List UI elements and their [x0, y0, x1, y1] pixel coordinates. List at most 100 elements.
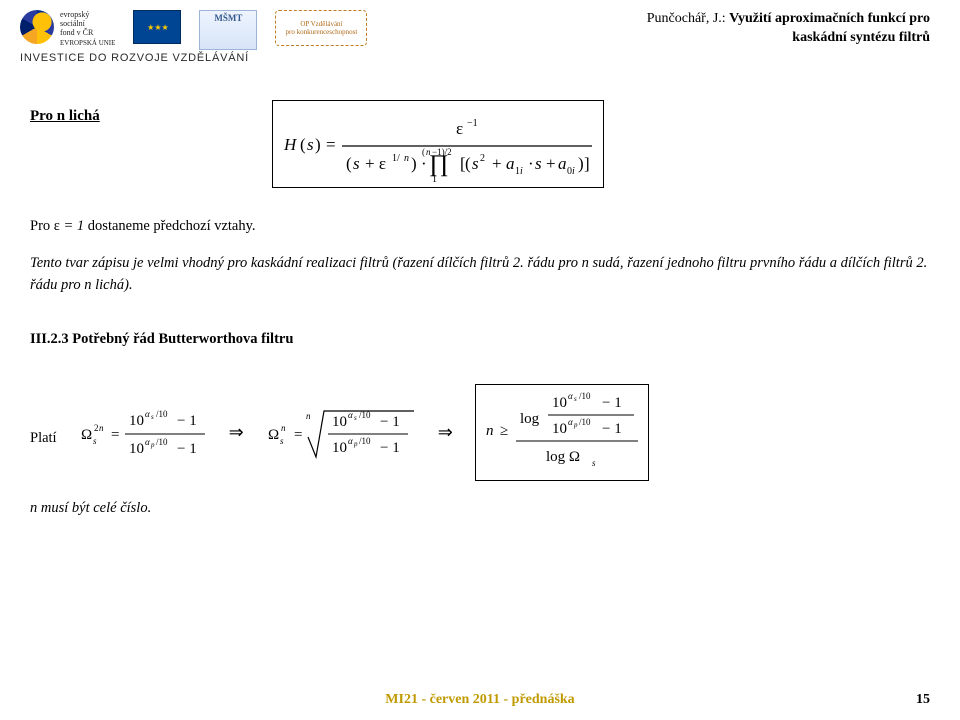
svg-text:/10: /10 — [579, 391, 591, 401]
svg-text:1: 1 — [432, 174, 437, 185]
svg-text:s: s — [151, 413, 154, 421]
header-title-1: Využití aproximačních funkcí pro — [729, 11, 930, 26]
svg-text:p: p — [353, 440, 358, 448]
svg-text:− 1: − 1 — [177, 413, 197, 429]
svg-text:+ ε: + ε — [365, 154, 386, 173]
svg-text:(: ( — [300, 135, 306, 154]
svg-text:s: s — [307, 135, 314, 154]
svg-text:−1: −1 — [467, 118, 478, 129]
svg-text:/10: /10 — [579, 417, 591, 427]
svg-text:s: s — [93, 436, 97, 446]
svg-text:p: p — [573, 421, 578, 429]
subsection-heading: III.2.3 Potřebný řád Butterworthova filt… — [30, 328, 930, 350]
footer-page-number: 15 — [916, 692, 930, 708]
svg-text:i: i — [520, 166, 523, 177]
svg-text:α: α — [568, 391, 573, 401]
svg-text:s: s — [592, 458, 596, 468]
svg-text:log: log — [520, 411, 540, 427]
svg-text:+: + — [492, 154, 502, 173]
esf-mark-icon — [20, 10, 54, 44]
svg-text:α: α — [348, 436, 353, 446]
svg-text:/10: /10 — [156, 437, 168, 447]
svg-text:− 1: − 1 — [602, 395, 622, 411]
svg-text:/10: /10 — [359, 436, 371, 446]
svg-text:s: s — [535, 154, 542, 173]
svg-text:α: α — [348, 410, 353, 420]
p1-math: ε = 1 — [54, 218, 84, 234]
svg-text:10: 10 — [129, 441, 144, 457]
invest-tagline: INVESTICE DO ROZVOJE VZDĚLÁVÁNÍ — [20, 52, 249, 64]
svg-text:− 1: − 1 — [380, 414, 400, 430]
svg-text:+: + — [546, 154, 556, 173]
eqrow-C-box: n ≥ log 10 α s /10 − 1 10 α p /10 − 1 — [475, 384, 649, 481]
svg-text:2: 2 — [94, 423, 99, 433]
svg-text:s: s — [353, 154, 360, 173]
p1-pre: Pro — [30, 218, 54, 234]
svg-text:n: n — [404, 153, 409, 164]
svg-text:− 1: − 1 — [380, 440, 400, 456]
svg-text:− 1: − 1 — [602, 421, 622, 437]
svg-text:/10: /10 — [359, 410, 371, 420]
eqrow-implies-1: ⇒ — [229, 422, 244, 443]
footer-center: MI21 - červen 2011 - přednáška — [0, 692, 960, 708]
equation-box-main: H ( s ) = ε −1 ( s + ε 1/ n ) · ∏ 1 ( n … — [272, 100, 604, 188]
svg-text:(: ( — [346, 154, 352, 173]
eu-flag-icon — [133, 10, 181, 44]
esf-text: evropskýsociálnífond v ČREVROPSKÁ UNIE — [60, 10, 115, 47]
header-title-2: kaskádní syntézu filtrů — [792, 30, 930, 45]
svg-text:i: i — [572, 166, 575, 177]
svg-text:s: s — [280, 436, 284, 446]
eqrow-C-svg: n ≥ log 10 α s /10 − 1 10 α p /10 − 1 — [482, 389, 642, 471]
eqrow-implies-2: ⇒ — [438, 422, 453, 443]
svg-text:n: n — [426, 147, 431, 157]
svg-text:/10: /10 — [156, 409, 168, 419]
svg-text:α: α — [145, 437, 150, 447]
svg-text:10: 10 — [129, 413, 144, 429]
svg-text:Ω: Ω — [81, 427, 92, 443]
svg-text:): ) — [578, 154, 584, 173]
opvk-logo: OP Vzdělávánípro konkurenceschopnost — [275, 10, 367, 46]
svg-text:): ) — [411, 154, 417, 173]
eqrow-B-svg: Ω n s = n 10 α s /10 − 1 10 α p /10 − 1 — [266, 401, 416, 465]
equation-main-svg: H ( s ) = ε −1 ( s + ε 1/ n ) · ∏ 1 ( n … — [280, 106, 596, 182]
svg-text:α: α — [145, 409, 150, 419]
equation-row-order: Platí Ω 2 n s = 10 α s /10 − 1 10 α p /1… — [30, 384, 649, 481]
eqrow-A-svg: Ω 2 n s = 10 α s /10 − 1 10 α p /10 − 1 — [79, 403, 207, 463]
section-heading: Pro n lichá — [30, 108, 100, 125]
svg-text:n: n — [306, 411, 311, 421]
esf-logo: evropskýsociálnífond v ČREVROPSKÁ UNIE — [20, 10, 115, 47]
svg-text:α: α — [568, 417, 573, 427]
svg-text:=: = — [326, 135, 336, 154]
page-header: Punčochář, J.: Využití aproximačních fun… — [570, 10, 930, 48]
eqrow-label: Platí — [30, 418, 57, 447]
svg-text:Ω: Ω — [268, 427, 279, 443]
svg-text:≥: ≥ — [500, 423, 508, 439]
svg-text:s: s — [472, 154, 479, 173]
svg-text:ε: ε — [456, 119, 463, 138]
svg-text:s: s — [574, 395, 577, 403]
svg-text:log Ω: log Ω — [546, 449, 580, 465]
msmt-logo — [199, 10, 257, 50]
svg-text:− 1: − 1 — [177, 441, 197, 457]
svg-text:(: ( — [465, 154, 471, 173]
svg-text:·: · — [528, 154, 534, 173]
logos-row: evropskýsociálnífond v ČREVROPSKÁ UNIE O… — [20, 10, 367, 50]
svg-text:1/: 1/ — [392, 153, 400, 164]
svg-text:n: n — [99, 423, 104, 433]
header-author: Punčochář, J.: — [647, 11, 726, 26]
paragraph-4: n musí být celé číslo. — [30, 500, 151, 517]
svg-text:=: = — [294, 427, 302, 443]
svg-text:a: a — [558, 154, 567, 173]
svg-text:H: H — [283, 135, 298, 154]
svg-text:p: p — [150, 441, 155, 449]
svg-text:2: 2 — [480, 153, 485, 164]
svg-text:−1)/2: −1)/2 — [432, 147, 452, 157]
svg-text:10: 10 — [332, 414, 347, 430]
svg-text:s: s — [354, 414, 357, 422]
svg-text:n: n — [281, 423, 286, 433]
svg-text:n: n — [486, 423, 494, 439]
svg-text:a: a — [506, 154, 515, 173]
svg-text:): ) — [315, 135, 321, 154]
svg-text:10: 10 — [552, 421, 567, 437]
svg-text:10: 10 — [552, 395, 567, 411]
